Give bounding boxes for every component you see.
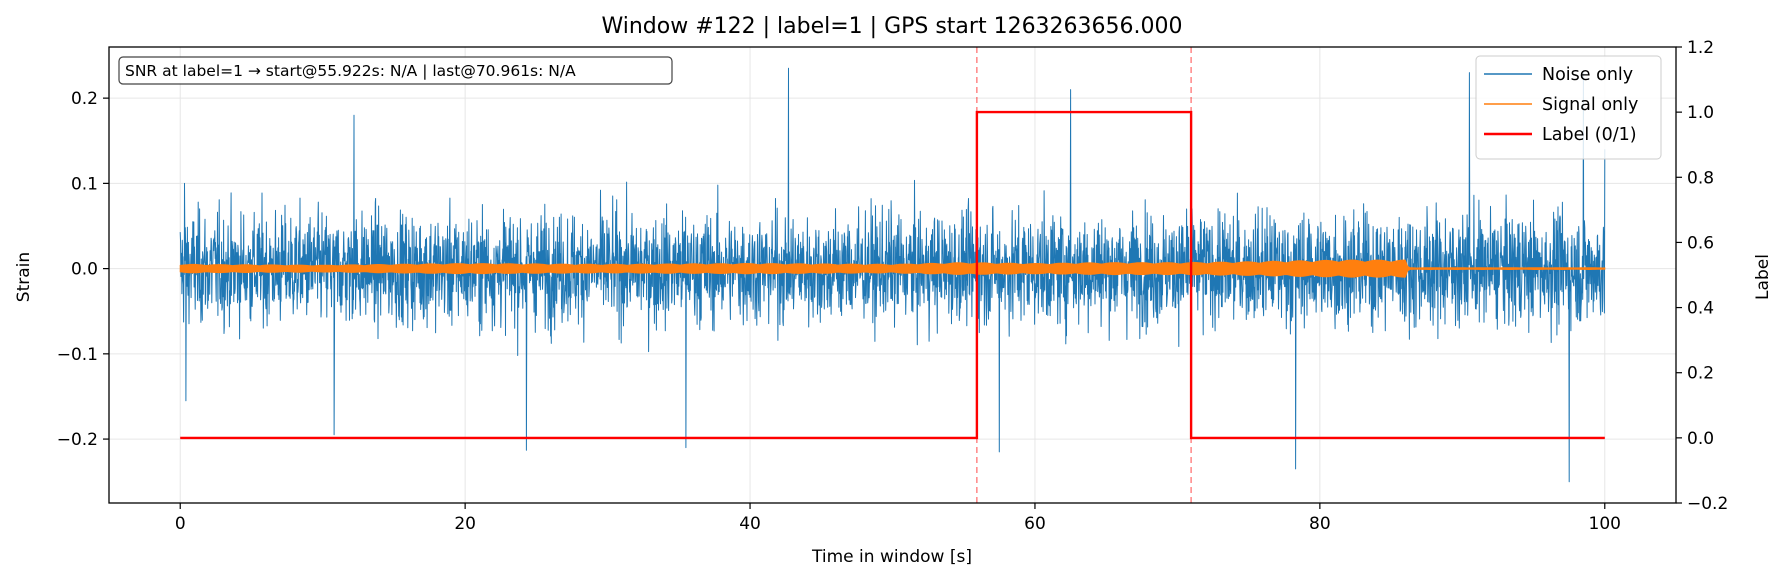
y2-tick-label-1: 0.0 bbox=[1687, 429, 1714, 449]
x-tick-label-1: 20 bbox=[454, 514, 476, 534]
x-tick-label-5: 100 bbox=[1589, 514, 1621, 534]
y-tick-label-2: 0.0 bbox=[71, 260, 98, 280]
x-tick-label-2: 40 bbox=[739, 514, 761, 534]
label-step-line bbox=[180, 110, 1605, 440]
y-axis-title: Strain bbox=[14, 252, 34, 302]
y-tick-label-0: −0.2 bbox=[57, 430, 98, 450]
signal-series bbox=[179, 259, 1606, 278]
x-tick-label-0: 0 bbox=[175, 514, 186, 534]
annotation-frame bbox=[118, 56, 673, 85]
y2-tick-label-2: 0.2 bbox=[1687, 364, 1714, 384]
chart-title: Window #122 | label=1 | GPS start 126326… bbox=[601, 14, 1182, 39]
label-series bbox=[180, 110, 1605, 440]
annotation-text: SNR at label=1 → start@55.922s: N/A | la… bbox=[125, 62, 576, 80]
legend-label-noise: Noise only bbox=[1542, 65, 1633, 85]
y2-axis-ticks: −0.2 0.0 0.2 0.4 0.6 0.8 1.0 1.2 bbox=[1676, 38, 1728, 514]
x-tick-label-3: 60 bbox=[1024, 514, 1046, 534]
plot-frame bbox=[108, 46, 1677, 504]
y2-tick-label-6: 1.0 bbox=[1687, 103, 1714, 123]
annotation-box: SNR at label=1 → start@55.922s: N/A | la… bbox=[118, 56, 673, 85]
y-tick-label-4: 0.2 bbox=[71, 89, 98, 109]
y2-axis-title: Label bbox=[1753, 254, 1773, 300]
y-tick-label-3: 0.1 bbox=[71, 174, 98, 194]
legend: Noise only Signal only Label (0/1) bbox=[1475, 55, 1662, 160]
x-tick-label-4: 80 bbox=[1309, 514, 1331, 534]
y2-tick-label-3: 0.4 bbox=[1687, 299, 1714, 319]
y2-tick-label-7: 1.2 bbox=[1687, 38, 1714, 58]
legend-label-label: Label (0/1) bbox=[1542, 125, 1637, 145]
signal-band bbox=[179, 259, 1606, 278]
y2-tick-label-0: −0.2 bbox=[1687, 494, 1728, 514]
x-axis-ticks: 0 20 40 60 80 100 bbox=[175, 503, 1621, 534]
y-axis-ticks: −0.2 −0.1 0.0 0.1 0.2 bbox=[57, 89, 109, 450]
y2-tick-label-4: 0.6 bbox=[1687, 233, 1714, 253]
y-tick-label-1: −0.1 bbox=[57, 345, 98, 365]
legend-label-signal: Signal only bbox=[1542, 95, 1638, 115]
x-axis-title: Time in window [s] bbox=[811, 547, 972, 567]
y2-tick-label-5: 0.8 bbox=[1687, 168, 1714, 188]
